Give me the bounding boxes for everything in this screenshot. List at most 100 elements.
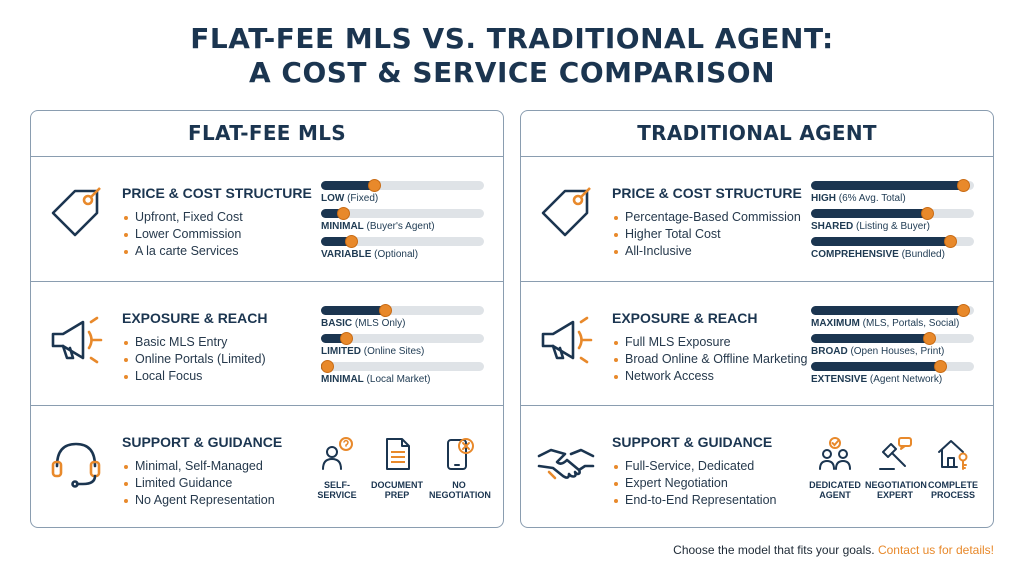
feature-label-line: DOCUMENT bbox=[371, 480, 423, 490]
feature-negotiation-expert: NEGOTIATION EXPERT bbox=[865, 436, 927, 500]
meter-knob bbox=[368, 179, 381, 192]
meter-label: LOW (Fixed) bbox=[321, 193, 378, 204]
meter-fill bbox=[811, 334, 930, 343]
feature-complete-process: COMPLETE PROCESS bbox=[923, 436, 983, 500]
title-line-1: FLAT-FEE MLS VS. TRADITIONAL AGENT: bbox=[190, 22, 834, 55]
meter-knob bbox=[957, 179, 970, 192]
bullet-item: A la carte Services bbox=[122, 243, 243, 260]
contact-link[interactable]: Contact us for details! bbox=[877, 543, 994, 557]
megaphone-icon bbox=[535, 308, 597, 370]
row-heading: EXPOSURE & REACH bbox=[122, 310, 268, 326]
bullet-list: Full-Service, Dedicated Expert Negotiati… bbox=[612, 458, 776, 509]
bullet-item: No Agent Representation bbox=[122, 492, 275, 509]
bullet-item: Basic MLS Entry bbox=[122, 334, 266, 351]
bullet-item: Higher Total Cost bbox=[612, 226, 801, 243]
meter-group: LOW (Fixed) MINIMAL (Buyer's Agent) VARI… bbox=[321, 179, 487, 265]
handshake-icon bbox=[535, 432, 597, 494]
bullet-item: Full-Service, Dedicated bbox=[612, 458, 776, 475]
meter-fill bbox=[321, 209, 344, 218]
level-meter: BASIC (MLS Only) bbox=[321, 304, 487, 334]
bullet-item: Percentage-Based Commission bbox=[612, 209, 801, 226]
meter-label: COMPREHENSIVE (Bundled) bbox=[811, 249, 945, 260]
house-key-icon bbox=[938, 440, 968, 470]
meter-fill bbox=[321, 237, 352, 246]
feature-label: DOCUMENT PREP bbox=[367, 480, 427, 500]
meter-label: MAXIMUM (MLS, Portals, Social) bbox=[811, 318, 959, 329]
level-meter: COMPREHENSIVE (Bundled) bbox=[811, 235, 977, 265]
bullet-item: Upfront, Fixed Cost bbox=[122, 209, 243, 226]
meter-track bbox=[811, 304, 974, 317]
meter-label-part: (Fixed) bbox=[344, 193, 379, 204]
feature-label-line: PREP bbox=[384, 490, 410, 500]
support-row: SUPPORT & GUIDANCE Minimal, Self-Managed… bbox=[31, 405, 503, 529]
meter-knob bbox=[337, 207, 350, 220]
bullet-item: End-to-End Representation bbox=[612, 492, 776, 509]
panel-title: FLAT-FEE MLS bbox=[188, 121, 346, 145]
feature-label: NEGOTIATION EXPERT bbox=[865, 480, 927, 500]
meter-fill bbox=[321, 334, 347, 343]
row-heading: EXPOSURE & REACH bbox=[612, 310, 758, 326]
meter-track bbox=[811, 235, 974, 248]
bullet-item: All-Inclusive bbox=[612, 243, 801, 260]
meter-track bbox=[811, 207, 974, 220]
feature-label: NO NEGOTIATION bbox=[429, 480, 491, 500]
feature-label-line: SERVICE bbox=[317, 490, 357, 500]
meter-track bbox=[321, 207, 484, 220]
no-negotiation-icon bbox=[447, 438, 474, 470]
meter-label-part: (Buyer's Agent) bbox=[363, 221, 435, 232]
row-heading: PRICE & COST STRUCTURE bbox=[612, 185, 802, 201]
meter-group: HIGH (6% Avg. Total) SHARED (Listing & B… bbox=[811, 179, 977, 265]
feature-no-negotiation: NO NEGOTIATION bbox=[429, 436, 491, 500]
meter-track bbox=[321, 332, 484, 345]
meter-label-part: VARIABLE bbox=[321, 249, 372, 260]
meter-track bbox=[321, 360, 484, 373]
meter-track bbox=[811, 332, 974, 345]
meter-track bbox=[321, 304, 484, 317]
feature-label-line: DEDICATED bbox=[809, 480, 861, 490]
meter-track bbox=[321, 179, 484, 192]
bullet-item: Limited Guidance bbox=[122, 475, 275, 492]
level-meter: VARIABLE (Optional) bbox=[321, 235, 487, 265]
support-row: SUPPORT & GUIDANCE Full-Service, Dedicat… bbox=[521, 405, 993, 529]
meter-label-part: (Listing & Buyer) bbox=[853, 221, 930, 232]
meter-group: MAXIMUM (MLS, Portals, Social) BROAD (Op… bbox=[811, 304, 977, 390]
level-meter: MINIMAL (Local Market) bbox=[321, 360, 487, 390]
meter-label-part: LIMITED bbox=[321, 346, 361, 357]
feature-dedicated-agent: DEDICATED AGENT bbox=[805, 436, 865, 500]
meter-label-part: LOW bbox=[321, 193, 345, 204]
bullet-list: Full MLS Exposure Broad Online & Offline… bbox=[612, 334, 808, 385]
level-meter: MINIMAL (Buyer's Agent) bbox=[321, 207, 487, 237]
meter-label-part: HIGH bbox=[811, 193, 836, 204]
exposure-row: EXPOSURE & REACH Full MLS Exposure Broad… bbox=[521, 281, 993, 405]
self-service-icon bbox=[322, 437, 353, 470]
meter-label: VARIABLE (Optional) bbox=[321, 249, 418, 260]
meter-label-part: (MLS, Portals, Social) bbox=[859, 318, 960, 329]
feature-label-line: EXPERT bbox=[876, 490, 913, 500]
exposure-row: EXPOSURE & REACH Basic MLS Entry Online … bbox=[31, 281, 503, 405]
bullet-list: Basic MLS Entry Online Portals (Limited)… bbox=[122, 334, 266, 385]
meter-track bbox=[321, 235, 484, 248]
document-icon bbox=[386, 438, 410, 470]
meter-fill bbox=[811, 306, 964, 315]
meter-label-part: EXTENSIVE bbox=[811, 374, 868, 385]
panel-title: TRADITIONAL AGENT bbox=[637, 121, 877, 145]
price-tag-icon bbox=[45, 183, 107, 245]
price-row: PRICE & COST STRUCTURE Upfront, Fixed Co… bbox=[31, 156, 503, 280]
price-tag-icon bbox=[535, 183, 597, 245]
level-meter: BROAD (Open Houses, Print) bbox=[811, 332, 977, 362]
meter-fill bbox=[811, 237, 951, 246]
meter-label-part: MINIMAL bbox=[321, 374, 364, 385]
level-meter: EXTENSIVE (Agent Network) bbox=[811, 360, 977, 390]
gavel-icon bbox=[879, 437, 912, 470]
page-title: FLAT-FEE MLS VS. TRADITIONAL AGENT: A CO… bbox=[0, 22, 1024, 90]
row-heading: PRICE & COST STRUCTURE bbox=[122, 185, 312, 201]
meter-label-part: (6% Avg. Total) bbox=[836, 193, 906, 204]
level-meter: LOW (Fixed) bbox=[321, 179, 487, 209]
meter-knob bbox=[923, 332, 936, 345]
meter-knob bbox=[934, 360, 947, 373]
meter-label-part: (Online Sites) bbox=[361, 346, 425, 357]
bullet-item: Local Focus bbox=[122, 368, 266, 385]
dedicated-agent-icon bbox=[819, 437, 851, 470]
meter-fill bbox=[811, 209, 928, 218]
meter-fill bbox=[321, 181, 375, 190]
